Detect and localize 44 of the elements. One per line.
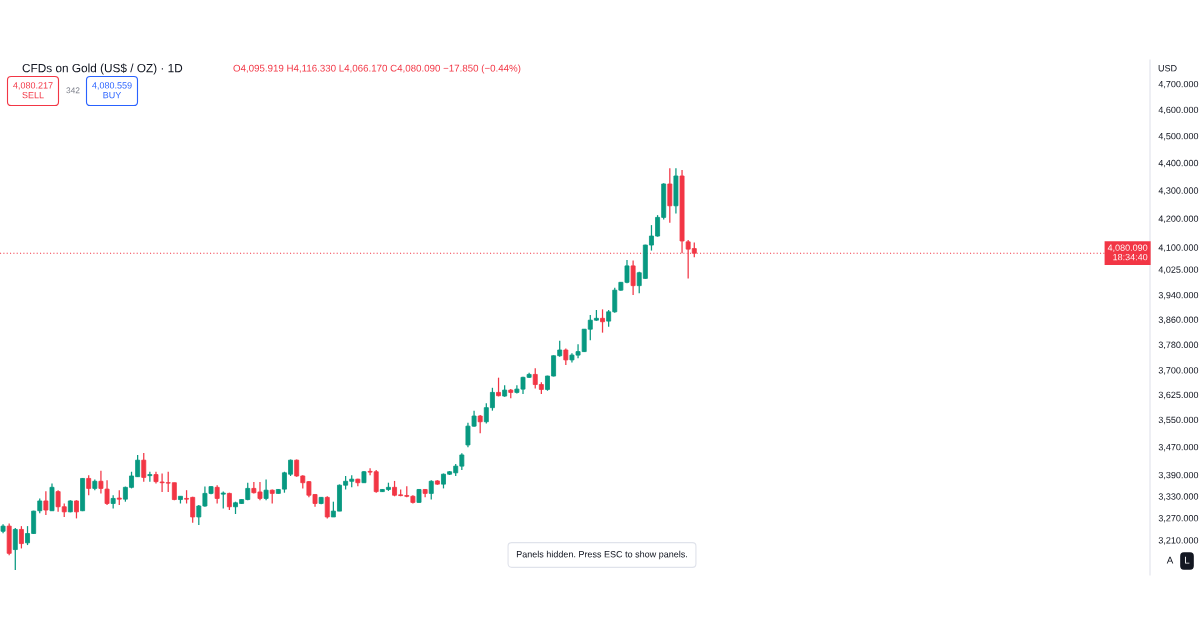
y-tick-label: 3,625.000 xyxy=(1158,391,1199,400)
y-tick-label: 3,940.000 xyxy=(1158,291,1199,300)
y-tick-label: 3,700.000 xyxy=(1158,367,1199,375)
y-tick-label: 3,470.000 xyxy=(1158,443,1199,452)
candlestick xyxy=(86,474,92,496)
y-tick-label: 3,270.000 xyxy=(1158,515,1199,523)
y-tick-label: 4,700.000 xyxy=(1158,80,1199,89)
y-tick-label: 3,210.000 xyxy=(1158,537,1199,545)
candlestick xyxy=(43,490,49,516)
annotation: 4,080.217 SELL xyxy=(13,82,53,99)
y-tick-label: 3,860.000 xyxy=(1158,316,1199,324)
candlestick xyxy=(214,484,220,505)
candlestick xyxy=(630,259,636,296)
candlestick xyxy=(49,482,55,512)
annotation: Panels hidden. Press ESC to show panels. xyxy=(516,550,687,560)
annotation: 342 xyxy=(66,87,80,94)
y-tick-label: 3,780.000 xyxy=(1158,341,1199,350)
y-tick-label: 4,500.000 xyxy=(1158,132,1199,141)
y-tick-label: 4,025.000 xyxy=(1158,266,1199,274)
candlestick xyxy=(263,478,269,501)
candlestick xyxy=(147,471,153,483)
ref-line-label: 4,080.090 18:34:40 xyxy=(1107,244,1148,261)
text: L xyxy=(1185,556,1190,564)
candlestick xyxy=(74,499,79,520)
y-tick-label: 4,300.000 xyxy=(1158,187,1199,195)
chart-subtitle: O4,095.919 H4,116.330 L4,066.170 C4,080.090 −17.850 (−0.44%) xyxy=(233,64,521,74)
y-tick-label: 4,600.000 xyxy=(1158,106,1199,115)
y-tick-label: 4,400.000 xyxy=(1158,159,1199,168)
candlestick xyxy=(477,414,483,434)
y-tick-label: 3,330.000 xyxy=(1158,493,1199,501)
y-tick-label: 3,390.000 xyxy=(1158,471,1199,480)
y-tick-label: 3,550.000 xyxy=(1158,416,1199,425)
y-axis-title: USD xyxy=(1158,65,1177,72)
candlestick xyxy=(12,527,18,571)
text: A xyxy=(1166,556,1174,564)
candlestick xyxy=(667,167,673,224)
candlestick xyxy=(141,452,147,483)
y-tick-label: 4,200.000 xyxy=(1158,215,1199,223)
candlestick xyxy=(428,479,434,501)
chart-title: CFDs on Gold (US$ / OZ) · 1D xyxy=(22,63,183,75)
candlestick xyxy=(600,308,605,334)
candlestick xyxy=(18,525,24,550)
annotation: 4,080.559 BUY xyxy=(92,82,132,99)
y-tick-label: 4,100.000 xyxy=(1158,244,1199,252)
